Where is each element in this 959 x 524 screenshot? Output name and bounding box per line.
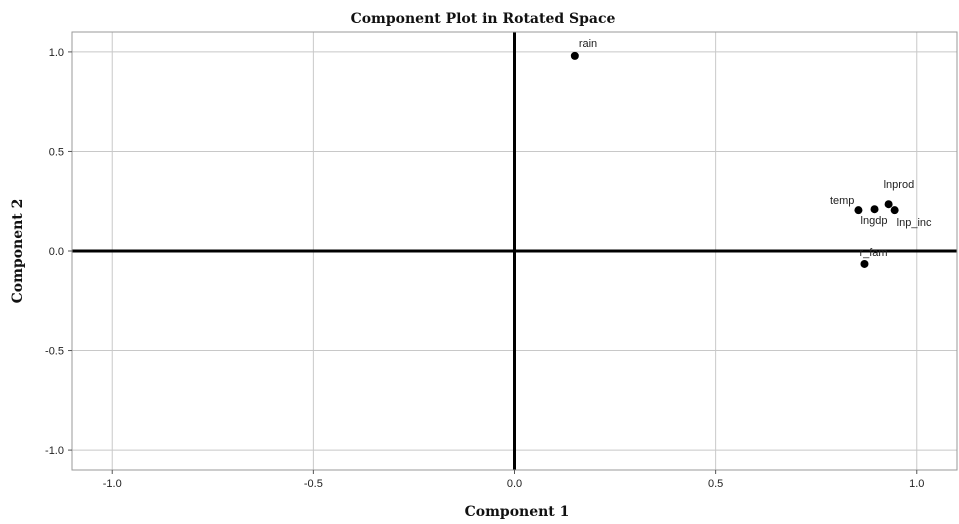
x-tick-label: -1.0 <box>103 478 122 490</box>
x-tick-label: 1.0 <box>909 478 924 490</box>
point-label-lnprod: lnprod <box>884 179 915 191</box>
data-point-lnprod <box>884 200 893 209</box>
data-point-r_fam <box>860 259 869 268</box>
point-label-rain: rain <box>579 38 597 50</box>
point-label-lngdp: lngdp <box>861 215 888 227</box>
data-point-lnp_inc <box>890 206 899 215</box>
zero-axes <box>72 32 957 470</box>
point-label-temp: temp <box>830 195 854 207</box>
y-tick-label: -0.5 <box>45 346 64 358</box>
x-axis-title: Component 1 <box>465 504 570 520</box>
y-axis-ticks: 1.0 0.5 0.0 -0.5 -1.0 <box>45 47 72 457</box>
data-point-rain <box>570 51 579 60</box>
data-points: rain temp lngdp lnprod lnp_inc r_fam <box>570 38 932 268</box>
point-label-r_fam: r_fam <box>859 247 887 259</box>
chart-title: Component Plot in Rotated Space <box>351 11 616 27</box>
x-tick-label: -0.5 <box>304 478 323 490</box>
y-tick-label: -1.0 <box>45 445 64 457</box>
data-point-lngdp <box>870 205 879 214</box>
x-tick-label: 0.0 <box>507 478 522 490</box>
data-point-temp <box>854 206 863 215</box>
y-axis-title: Component 2 <box>10 199 26 304</box>
x-tick-label: 0.5 <box>708 478 723 490</box>
point-label-lnp_inc: lnp_inc <box>897 217 932 229</box>
x-axis-ticks: -1.0 -0.5 0.0 0.5 1.0 <box>103 470 924 490</box>
y-tick-label: 1.0 <box>49 47 64 59</box>
y-tick-label: 0.5 <box>49 146 64 158</box>
y-tick-label: 0.0 <box>49 246 64 258</box>
